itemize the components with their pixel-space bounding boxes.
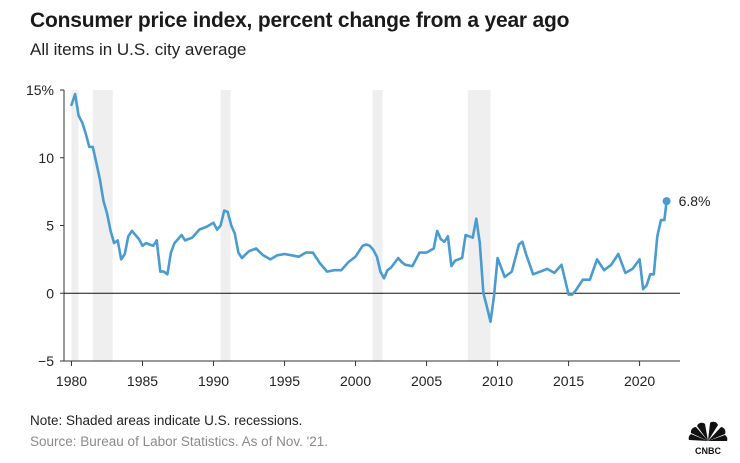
series-line-0: [70, 92, 668, 324]
y-tick-label: 5: [46, 218, 54, 234]
footnote-recessions: Note: Shaded areas indicate U.S. recessi…: [30, 413, 303, 428]
latest-value-label: 6.8%: [679, 193, 711, 209]
chart-axes: [60, 89, 680, 366]
x-tick-label: 2000: [340, 373, 371, 389]
source-note: Source: Bureau of Labor Statistics. As o…: [30, 434, 328, 449]
recession-band-0: [71, 90, 79, 361]
latest-value-point: [662, 197, 671, 206]
recession-band-2: [220, 90, 231, 361]
x-tick-label: 1990: [198, 373, 229, 389]
chart-title: Consumer price index, percent change fro…: [30, 9, 570, 32]
svg-text:CNBC: CNBC: [695, 446, 721, 456]
x-tick-label: 1980: [56, 373, 87, 389]
series-layer: [70, 92, 671, 324]
x-tick-label: 2005: [411, 373, 442, 389]
x-tick-label: 2010: [482, 373, 513, 389]
x-tick-label: 1985: [127, 373, 158, 389]
y-tick-label: 15%: [26, 82, 54, 98]
chart-subtitle: All items in U.S. city average: [30, 40, 247, 59]
recession-band-4: [467, 90, 491, 361]
y-tick-label: 10: [38, 150, 54, 166]
recession-band-3: [372, 90, 383, 361]
recession-bands: [71, 90, 491, 361]
x-tick-label: 2020: [624, 373, 655, 389]
x-tick-label: 2015: [553, 373, 584, 389]
y-tick-label: 0: [46, 285, 54, 301]
cnbc-peacock-logo-icon: CNBC: [688, 421, 728, 456]
y-tick-label: −5: [38, 353, 54, 369]
x-tick-label: 1995: [269, 373, 300, 389]
